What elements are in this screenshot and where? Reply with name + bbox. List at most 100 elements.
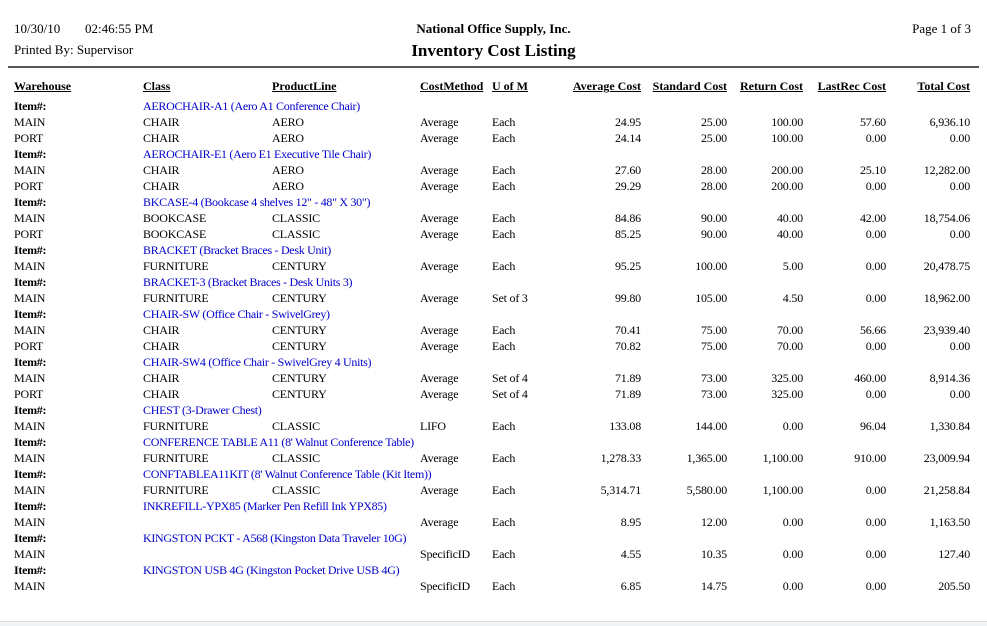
cell-average-cost: 85.25 <box>614 227 641 241</box>
item-link[interactable]: KINGSTON PCKT - A568 (Kingston Data Trav… <box>143 531 407 545</box>
cell-warehouse: PORT <box>14 131 44 145</box>
cell-lastrec-cost: 0.00 <box>865 483 886 497</box>
column-header-uofm: U of M <box>492 79 528 93</box>
cell-productline: CENTURY <box>272 323 327 337</box>
item-link[interactable]: BRACKET-3 (Bracket Braces - Desk Units 3… <box>143 275 353 289</box>
cell-lastrec-cost: 0.00 <box>865 387 886 401</box>
cell-productline: CENTURY <box>272 291 327 305</box>
cell-costmethod: Average <box>420 211 459 225</box>
item-group-row: Item#: CONFERENCE TABLE A11 (8' Walnut Co… <box>14 434 970 450</box>
warehouse-detail-row: MAIN FURNITURE CENTURY Average Set of 3 99.80… <box>14 290 970 306</box>
cell-costmethod: Average <box>420 387 459 401</box>
cell-total-cost: 21,258.84 <box>923 483 970 497</box>
cell-class: FURNITURE <box>143 291 209 305</box>
item-group-row: Item#: AEROCHAIR-E1 (Aero E1 Executive Ti… <box>14 146 970 162</box>
cell-total-cost: 23,939.40 <box>923 323 970 337</box>
column-header-productline: ProductLine <box>272 79 337 93</box>
item-group-row: Item#: CHEST (3-Drawer Chest) <box>14 402 970 418</box>
warehouse-detail-row: MAIN BOOKCASE CLASSIC Average Each 84.86 90.00… <box>14 210 970 226</box>
cell-productline: CLASSIC <box>272 211 320 225</box>
cell-class <box>143 546 272 562</box>
column-header-lastrec-cost: LastRec Cost <box>817 79 886 93</box>
cell-standard-cost: 5,580.00 <box>686 483 727 497</box>
cell-standard-cost: 73.00 <box>700 387 727 401</box>
cell-lastrec-cost: 0.00 <box>865 179 886 193</box>
report-header-row-2: Printed By: Supervisor Inventory Cost Li… <box>0 39 987 63</box>
cell-total-cost: 18,962.00 <box>923 291 970 305</box>
item-group-row: Item#: KINGSTON USB 4G (Kingston Pocket D… <box>14 562 970 578</box>
company-name: National Office Supply, Inc. <box>416 21 571 36</box>
cell-uofm: Set of 4 <box>492 387 528 401</box>
cell-standard-cost: 75.00 <box>700 323 727 337</box>
cell-return-cost: 200.00 <box>771 163 803 177</box>
item-link[interactable]: AEROCHAIR-A1 (Aero A1 Conference Chair) <box>143 99 360 113</box>
item-group-row: Item#: CONFTABLEA11KIT (8' Walnut Confere… <box>14 466 970 482</box>
cell-productline: CENTURY <box>272 259 327 273</box>
cell-lastrec-cost: 0.00 <box>865 339 886 353</box>
cell-uofm: Each <box>492 339 516 353</box>
item-link[interactable]: BRACKET (Bracket Braces - Desk Unit) <box>143 243 331 257</box>
cell-lastrec-cost: 0.00 <box>865 131 886 145</box>
cell-class: CHAIR <box>143 323 180 337</box>
item-link[interactable]: CONFERENCE TABLE A11 (8' Walnut Conferen… <box>143 435 414 449</box>
cell-lastrec-cost: 0.00 <box>865 579 886 593</box>
cell-class: BOOKCASE <box>143 211 207 225</box>
cell-class <box>143 578 272 594</box>
cell-standard-cost: 144.00 <box>695 419 727 433</box>
cell-uofm: Each <box>492 547 516 561</box>
column-header-standard-cost: Standard Cost <box>652 79 727 93</box>
item-link[interactable]: CHEST (3-Drawer Chest) <box>143 403 262 417</box>
cell-average-cost: 4.55 <box>620 547 641 561</box>
cell-average-cost: 24.14 <box>614 131 641 145</box>
item-link[interactable]: AEROCHAIR-E1 (Aero E1 Executive Tile Cha… <box>143 147 372 161</box>
cell-lastrec-cost: 56.66 <box>859 323 886 337</box>
item-link[interactable]: KINGSTON USB 4G (Kingston Pocket Drive U… <box>143 563 400 577</box>
report-title: Inventory Cost Listing <box>411 41 576 60</box>
cell-productline: AERO <box>272 115 304 129</box>
cell-class: CHAIR <box>143 179 180 193</box>
warehouse-detail-row: MAIN FURNITURE CLASSIC Average Each 1,278.33 1… <box>14 450 970 466</box>
item-group-row: Item#: CHAIR-SW (Office Chair - SwivelGre… <box>14 306 970 322</box>
cell-total-cost: 0.00 <box>949 179 970 193</box>
cell-average-cost: 29.29 <box>614 179 641 193</box>
cell-class: CHAIR <box>143 163 180 177</box>
item-number-label: Item#: <box>14 435 47 449</box>
cell-productline: CENTURY <box>272 371 327 385</box>
cell-class: FURNITURE <box>143 259 209 273</box>
cell-average-cost: 8.95 <box>620 515 641 529</box>
item-link[interactable]: CHAIR-SW4 (Office Chair - SwivelGrey 4 U… <box>143 355 372 369</box>
warehouse-detail-row: MAIN CHAIR CENTURY Average Each 70.41 75.00 70.… <box>14 322 970 338</box>
cell-costmethod: Average <box>420 179 459 193</box>
viewer-bottom-edge <box>0 621 987 626</box>
cell-lastrec-cost: 0.00 <box>865 515 886 529</box>
cell-return-cost: 325.00 <box>771 387 803 401</box>
item-link[interactable]: CHAIR-SW (Office Chair - SwivelGrey) <box>143 307 330 321</box>
item-link[interactable]: BKCASE-4 (Bookcase 4 shelves 12" - 48" X… <box>143 195 371 209</box>
cell-average-cost: 95.25 <box>614 259 641 273</box>
item-group-row: Item#: BKCASE-4 (Bookcase 4 shelves 12" -… <box>14 194 970 210</box>
cell-costmethod: Average <box>420 451 459 465</box>
item-link[interactable]: CONFTABLEA11KIT (8' Walnut Conference Ta… <box>143 467 432 481</box>
column-header-average-cost: Average Cost <box>572 79 641 93</box>
item-number-label: Item#: <box>14 307 47 321</box>
cell-total-cost: 0.00 <box>949 131 970 145</box>
cell-return-cost: 0.00 <box>782 579 803 593</box>
cell-lastrec-cost: 57.60 <box>859 115 886 129</box>
cell-costmethod: SpecificID <box>420 579 470 593</box>
cell-standard-cost: 73.00 <box>700 371 727 385</box>
warehouse-detail-row: PORT CHAIR AERO Average Each 29.29 28.00 200.00… <box>14 178 970 194</box>
cell-costmethod: Average <box>420 291 459 305</box>
cell-class: FURNITURE <box>143 483 209 497</box>
cell-costmethod: Average <box>420 371 459 385</box>
cell-average-cost: 71.89 <box>614 371 641 385</box>
cell-productline: CLASSIC <box>272 227 320 241</box>
cell-lastrec-cost: 0.00 <box>865 259 886 273</box>
item-number-label: Item#: <box>14 195 47 209</box>
cell-average-cost: 84.86 <box>614 211 641 225</box>
cell-costmethod: Average <box>420 115 459 129</box>
item-group-row: Item#: KINGSTON PCKT - A568 (Kingston Dat… <box>14 530 970 546</box>
warehouse-detail-row: MAIN CHAIR AERO Average Each 27.60 28.00 200.00… <box>14 162 970 178</box>
cell-uofm: Each <box>492 579 516 593</box>
item-link[interactable]: INKREFILL-YPX85 (Marker Pen Refill Ink Y… <box>143 499 387 513</box>
cell-class <box>143 514 272 530</box>
